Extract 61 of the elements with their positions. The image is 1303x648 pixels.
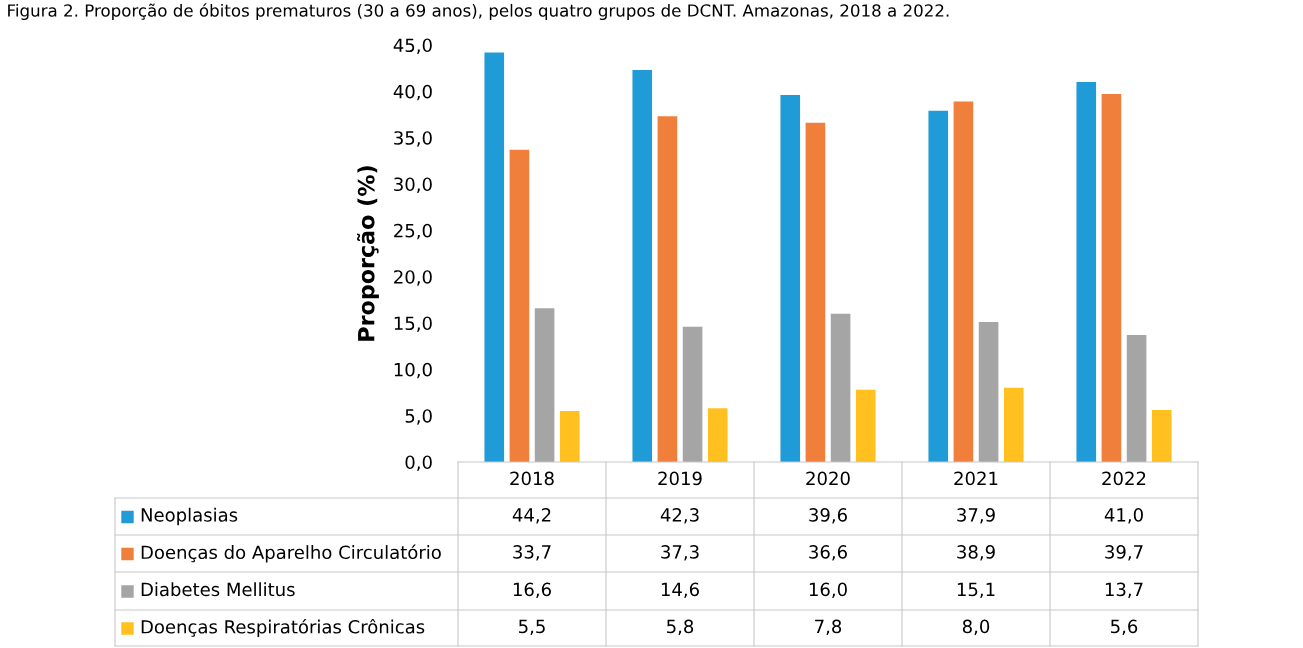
data-label: 14,6 bbox=[661, 582, 699, 599]
y-tick-label: 45,0 bbox=[393, 38, 432, 54]
data-label: 16,6 bbox=[513, 582, 551, 599]
y-tick-label: 15,0 bbox=[394, 316, 432, 332]
data-label: 5,5 bbox=[519, 619, 545, 636]
bar bbox=[509, 149, 530, 462]
data-label: 5,6 bbox=[1111, 619, 1138, 636]
bar bbox=[707, 408, 728, 462]
data-label: 33,7 bbox=[513, 545, 551, 561]
bar bbox=[978, 322, 999, 462]
data-label: 15,1 bbox=[957, 582, 995, 599]
data-label: 7,8 bbox=[815, 619, 842, 636]
legend-label: Neoplasias bbox=[141, 507, 238, 526]
x-tick-label: 2021 bbox=[954, 471, 998, 486]
data-label: 8,0 bbox=[962, 619, 990, 636]
bar bbox=[953, 101, 974, 462]
bar bbox=[534, 308, 555, 462]
bar bbox=[805, 122, 826, 462]
x-tick-label: 2022 bbox=[1102, 471, 1146, 486]
y-tick-label: 10,0 bbox=[394, 362, 432, 379]
y-axis-title: Proporção (%) bbox=[357, 166, 379, 341]
bar bbox=[1076, 82, 1097, 462]
bar bbox=[682, 326, 703, 462]
data-label: 44,2 bbox=[512, 508, 551, 524]
y-tick-label: 30,0 bbox=[394, 177, 432, 193]
data-label: 13,7 bbox=[1105, 582, 1143, 599]
bar bbox=[559, 411, 580, 462]
data-label: 37,9 bbox=[957, 508, 995, 524]
bar bbox=[484, 52, 505, 462]
y-tick-label: 25,0 bbox=[394, 223, 432, 240]
y-tick-label: 20,0 bbox=[394, 270, 432, 286]
data-label: 16,0 bbox=[809, 582, 847, 599]
chart-title: Figura 2. Proporção de óbitos prematuros (30 a 69 anos), pelos quatro grupos de DCNT. Amazonas, 2018 a 2022. bbox=[8, 3, 949, 21]
data-label: 39,7 bbox=[1105, 545, 1143, 561]
bar bbox=[928, 110, 949, 462]
y-tick-label: 40,0 bbox=[393, 84, 432, 101]
legend-label: Doenças do Aparelho Circulatório bbox=[141, 544, 441, 563]
data-label: 36,6 bbox=[809, 545, 847, 561]
data-label: 37,3 bbox=[661, 545, 699, 561]
y-tick-label: 0,0 bbox=[405, 455, 432, 471]
data-label: 39,6 bbox=[809, 508, 847, 524]
data-label: 42,3 bbox=[660, 508, 699, 524]
bar bbox=[657, 116, 678, 462]
bar bbox=[1126, 335, 1147, 462]
bar bbox=[855, 389, 876, 462]
bar bbox=[1151, 410, 1172, 462]
data-label: 38,9 bbox=[957, 545, 995, 561]
legend-label: Doenças Respiratórias Crônicas bbox=[141, 618, 425, 638]
data-label: 5,8 bbox=[667, 619, 694, 636]
legend-label: Diabetes Mellitus bbox=[141, 582, 295, 597]
x-tick-label: 2020 bbox=[806, 471, 850, 486]
y-tick-label: 5,0 bbox=[405, 409, 432, 425]
data-label: 41,0 bbox=[1104, 508, 1143, 524]
y-tick-label: 35,0 bbox=[394, 131, 432, 147]
bar bbox=[632, 70, 653, 462]
x-tick-label: 2018 bbox=[510, 471, 554, 486]
bar bbox=[1101, 94, 1122, 462]
x-tick-label: 2019 bbox=[658, 471, 702, 486]
bar bbox=[1003, 387, 1024, 462]
bar bbox=[780, 95, 801, 462]
bar bbox=[830, 313, 851, 462]
